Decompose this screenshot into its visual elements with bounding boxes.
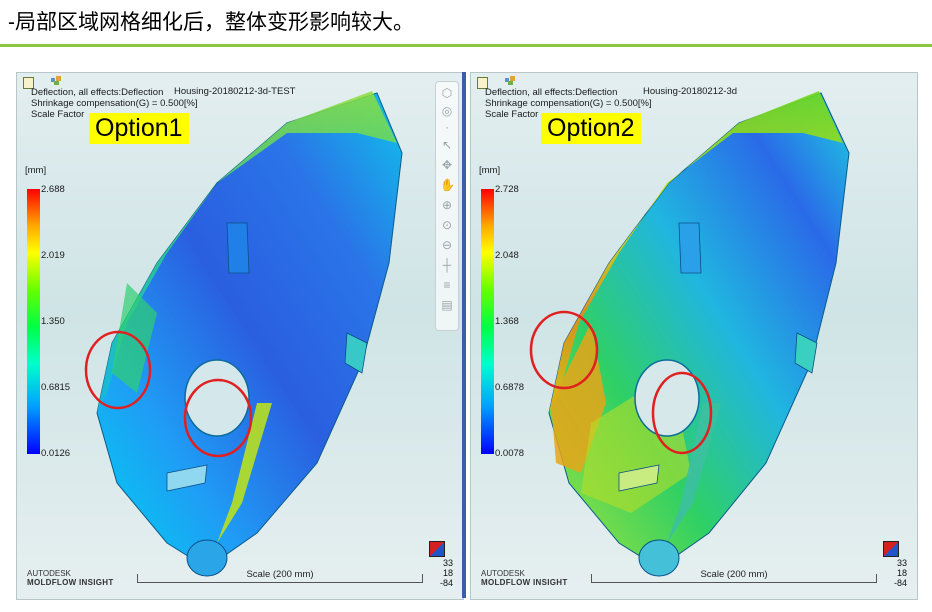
move-icon[interactable]: ✥ <box>441 158 453 172</box>
document-icon[interactable] <box>477 77 488 89</box>
model-name: Housing-20180212-3d-TEST <box>174 86 296 97</box>
color-scale-bar <box>481 189 494 454</box>
layers-icon[interactable]: ≡ <box>443 278 451 292</box>
model-name: Housing-20180212-3d <box>643 86 738 97</box>
legend-tick: 1.350 <box>41 316 65 327</box>
legend-tick: 2.048 <box>495 250 519 261</box>
legend-tick-max: 2.728 <box>495 184 519 195</box>
scale-label: Scale (200 mm) <box>246 569 314 580</box>
clipboard-icon[interactable]: ▤ <box>441 298 453 312</box>
legend-tick: 1.368 <box>495 316 519 327</box>
axis-triad-icon[interactable]: 33 18 -84 <box>419 539 453 589</box>
option-label: Option1 <box>89 113 189 144</box>
autodesk-logo: AUTODESK MOLDFLOW INSIGHT <box>27 569 114 587</box>
shrinkage-info: Shrinkage compensation(G) = 0.500[%] <box>485 98 652 109</box>
legend-tick-max: 2.688 <box>41 184 65 195</box>
zoom-out-icon[interactable]: ⊖ <box>441 238 453 252</box>
axis-triad-icon[interactable]: 33 18 -84 <box>873 539 907 589</box>
scale-bar: Scale (200 mm) <box>137 569 423 583</box>
result-icon[interactable] <box>51 76 61 85</box>
result-name: Deflection, all effects:Deflection <box>31 87 164 98</box>
highlight-circle-right <box>651 371 713 455</box>
result-name: Deflection, all effects:Deflection <box>485 87 618 98</box>
document-icon[interactable] <box>23 77 34 89</box>
dot-icon: · <box>445 120 449 134</box>
center-icon[interactable]: ┼ <box>442 258 452 272</box>
option-label: Option2 <box>541 113 641 144</box>
color-scale-bar <box>27 189 40 454</box>
legend-tick-min: 0.0078 <box>495 448 525 459</box>
legend-tick: 0.6878 <box>495 382 525 393</box>
pan-hand-icon[interactable]: ✋ <box>440 178 455 192</box>
scale-factor-info: Scale Factor <box>31 109 85 120</box>
result-icon[interactable] <box>505 76 515 85</box>
legend-tick-min: 0.0126 <box>41 448 71 459</box>
heading-rule <box>0 44 932 47</box>
scale-label: Scale (200 mm) <box>700 569 768 580</box>
deflection-plot[interactable] <box>471 73 917 599</box>
legend-tick: 2.019 <box>41 250 65 261</box>
cube-view-icon[interactable]: ⬡ <box>441 86 453 100</box>
highlight-circle-left <box>529 310 599 390</box>
shrinkage-info: Shrinkage compensation(G) = 0.500[%] <box>31 98 198 109</box>
result-info: Deflection, all effects:Deflection Shrin… <box>485 87 652 120</box>
zoom-in-icon[interactable]: ⊕ <box>441 198 453 212</box>
view-toolbar: ⬡ ◎ · ↖ ✥ ✋ ⊕ ⊙ ⊖ ┼ ≡ ▤ <box>435 81 459 331</box>
rotate-icon[interactable]: ◎ <box>441 104 453 118</box>
highlight-circle-right <box>183 378 253 458</box>
scale-bar: Scale (200 mm) <box>591 569 877 583</box>
deflection-plot[interactable] <box>17 73 463 599</box>
legend-unit: [mm] <box>25 165 47 176</box>
page-heading: -局部区域网格细化后，整体变形影响较大。 <box>8 11 414 34</box>
scale-factor-info: Scale Factor <box>485 109 539 120</box>
result-panel-option2[interactable]: Deflection, all effects:Deflection Shrin… <box>470 72 918 600</box>
highlight-circle-left <box>84 330 152 410</box>
autodesk-logo: AUTODESK MOLDFLOW INSIGHT <box>481 569 568 587</box>
result-info: Deflection, all effects:Deflection Shrin… <box>31 87 198 120</box>
result-panel-option1[interactable]: Deflection, all effects:Deflection Shrin… <box>16 72 464 600</box>
legend-unit: [mm] <box>479 165 501 176</box>
zoom-fit-icon[interactable]: ⊙ <box>441 218 453 232</box>
select-arrow-icon[interactable]: ↖ <box>441 138 453 152</box>
panel-divider <box>462 72 466 598</box>
legend-tick: 0.6815 <box>41 382 71 393</box>
